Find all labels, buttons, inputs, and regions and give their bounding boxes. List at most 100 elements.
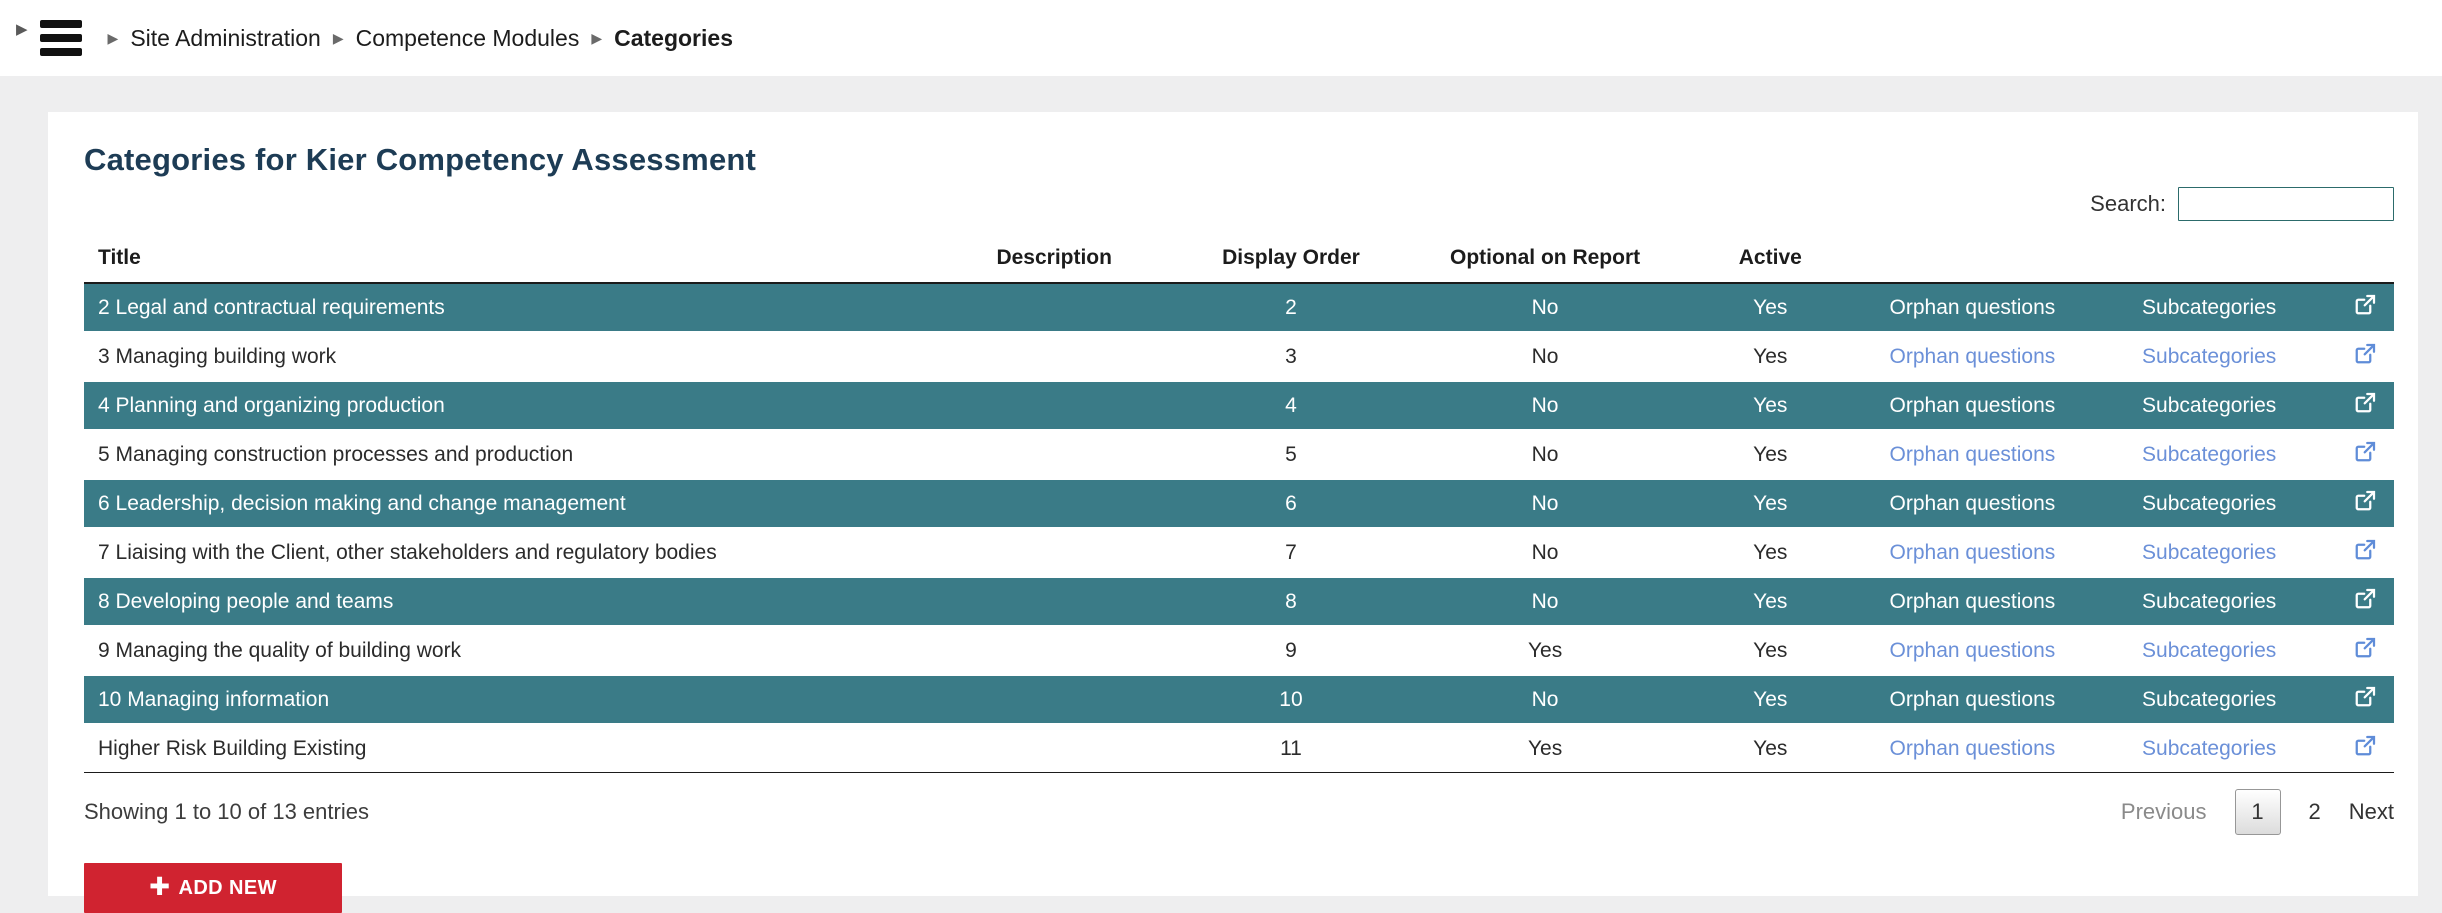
orphan-questions-link[interactable]: Orphan questions <box>1889 687 2056 711</box>
header-orphan-questions <box>1862 234 2083 284</box>
external-link-icon[interactable] <box>2353 538 2377 568</box>
category-title: 4 Planning and organizing production <box>84 380 939 431</box>
orphan-questions-link[interactable]: Orphan questions <box>1889 344 2056 368</box>
category-active: Yes <box>1677 478 1863 529</box>
subcategories-link[interactable]: Subcategories <box>2142 491 2277 515</box>
plus-icon: ✚ <box>149 872 171 901</box>
category-active: Yes <box>1753 442 1788 466</box>
subcategories-link[interactable]: Subcategories <box>2142 687 2277 711</box>
category-display-order: 8 <box>1169 576 1413 627</box>
breadcrumb-separator-icon: ▶ <box>591 30 603 46</box>
orphan-questions-link[interactable]: Orphan questions <box>1889 540 2056 564</box>
external-link-icon[interactable] <box>2353 342 2377 372</box>
external-link-icon[interactable] <box>2353 440 2377 470</box>
header-subcategories <box>2082 234 2337 284</box>
external-link-icon[interactable] <box>2353 636 2377 666</box>
category-optional-on-report: Yes <box>1412 724 1678 773</box>
external-link-icon[interactable] <box>2353 587 2377 617</box>
hamburger-menu-icon[interactable] <box>39 20 82 56</box>
category-display-order: 4 <box>1169 380 1413 431</box>
subcategories-link[interactable]: Subcategories <box>2142 344 2277 368</box>
orphan-questions-link[interactable]: Orphan questions <box>1889 736 2056 760</box>
category-display-order: 10 <box>1169 674 1413 725</box>
category-description <box>939 332 1170 381</box>
category-optional-on-report: No <box>1412 380 1678 431</box>
external-link-icon[interactable] <box>2353 391 2377 421</box>
add-new-label: ADD NEW <box>178 876 277 899</box>
category-active: Yes <box>1677 576 1863 627</box>
category-optional-on-report: No <box>1531 540 1559 564</box>
orphan-questions-link[interactable]: Orphan questions <box>1889 638 2056 662</box>
breadcrumb-separator-icon: ▶ <box>107 30 119 46</box>
external-link-icon[interactable] <box>2353 734 2377 764</box>
category-display-order: 6 <box>1169 478 1413 529</box>
category-optional-on-report: No <box>1412 478 1678 529</box>
category-optional-on-report: No <box>1412 282 1678 333</box>
search-row: Search: <box>84 184 2394 224</box>
category-display-order: 2 <box>1169 282 1413 333</box>
category-active: Yes <box>1677 282 1863 333</box>
category-title: 2 Legal and contractual requirements <box>84 282 939 333</box>
pagination-next[interactable]: Next <box>2348 799 2394 824</box>
orphan-questions-link[interactable]: Orphan questions <box>1889 491 2056 515</box>
category-display-order: 11 <box>1169 724 1413 773</box>
category-description <box>939 626 1170 675</box>
category-active: Yes <box>1677 380 1863 431</box>
category-title: 7 Liaising with the Client, other stakeh… <box>98 540 717 564</box>
pagination-page-current[interactable]: 1 <box>2234 789 2281 835</box>
subcategories-link[interactable]: Subcategories <box>2142 393 2277 417</box>
category-description <box>938 724 1170 773</box>
sidebar-expand-icon[interactable]: ▶ <box>16 20 28 38</box>
category-optional-on-report: No <box>1531 442 1559 466</box>
header-actions <box>2336 234 2394 284</box>
category-title: Higher Risk Building Existing <box>84 724 939 773</box>
categories-table: Title Description Display Order Optional… <box>84 234 2394 773</box>
subcategories-link[interactable]: Subcategories <box>2142 638 2277 662</box>
category-display-order: 5 <box>1285 442 1297 466</box>
pagination-previous[interactable]: Previous <box>2120 799 2207 824</box>
category-display-order: 9 <box>1285 638 1297 662</box>
subcategories-link[interactable]: Subcategories <box>2142 442 2277 466</box>
subcategories-link[interactable]: Subcategories <box>2142 540 2277 564</box>
category-description <box>939 528 1170 577</box>
subcategories-link[interactable]: Subcategories <box>2142 589 2277 613</box>
category-optional-on-report: Yes <box>1527 638 1563 662</box>
category-optional-on-report: No <box>1412 674 1678 725</box>
add-new-button[interactable]: ✚ ADD NEW <box>84 863 342 913</box>
category-active: Yes <box>1677 724 1863 773</box>
table-row: Higher Risk Building Existing 11 Yes Yes… <box>84 724 2394 773</box>
category-title: 5 Managing construction processes and pr… <box>98 442 574 466</box>
subcategories-link[interactable]: Subcategories <box>2142 736 2277 760</box>
table-row: 8 Developing people and teams 8 No Yes O… <box>84 576 2394 627</box>
breadcrumb-item[interactable]: Competence Modules <box>355 24 580 51</box>
category-active: Yes <box>1753 540 1788 564</box>
search-input[interactable] <box>2178 187 2394 221</box>
header-description: Description <box>938 234 1170 284</box>
orphan-questions-link[interactable]: Orphan questions <box>1889 393 2056 417</box>
table-header-row: Title Description Display Order Optional… <box>84 234 2394 284</box>
category-active: Yes <box>1753 344 1788 368</box>
subcategories-link[interactable]: Subcategories <box>2142 295 2277 319</box>
breadcrumb-item: Categories <box>614 24 733 51</box>
pagination-page[interactable]: 2 <box>2308 799 2321 824</box>
external-link-icon[interactable] <box>2353 685 2377 715</box>
external-link-icon[interactable] <box>2353 293 2377 323</box>
page-title: Categories for Kier Competency Assessmen… <box>84 142 757 177</box>
category-description <box>938 380 1170 431</box>
category-active: Yes <box>1677 674 1863 725</box>
orphan-questions-link[interactable]: Orphan questions <box>1889 295 2056 319</box>
category-title: 3 Managing building work <box>98 344 337 368</box>
header-optional-on-report: Optional on Report <box>1412 234 1678 284</box>
external-link-icon[interactable] <box>2353 489 2377 519</box>
content-card: Categories for Kier Competency Assessmen… <box>48 112 2418 913</box>
table-row: 4 Planning and organizing production 4 N… <box>84 380 2394 431</box>
header-display-order: Display Order <box>1169 234 1413 284</box>
breadcrumb-item[interactable]: Site Administration <box>130 24 321 51</box>
header-active: Active <box>1677 234 1863 284</box>
table-footer: Showing 1 to 10 of 13 entries Previous 1… <box>84 789 2394 835</box>
orphan-questions-link[interactable]: Orphan questions <box>1889 442 2056 466</box>
orphan-questions-link[interactable]: Orphan questions <box>1889 589 2056 613</box>
header-title: Title <box>84 234 939 284</box>
category-title: 8 Developing people and teams <box>84 576 939 627</box>
table-row: 10 Managing information 10 No Yes Orphan… <box>84 674 2394 725</box>
